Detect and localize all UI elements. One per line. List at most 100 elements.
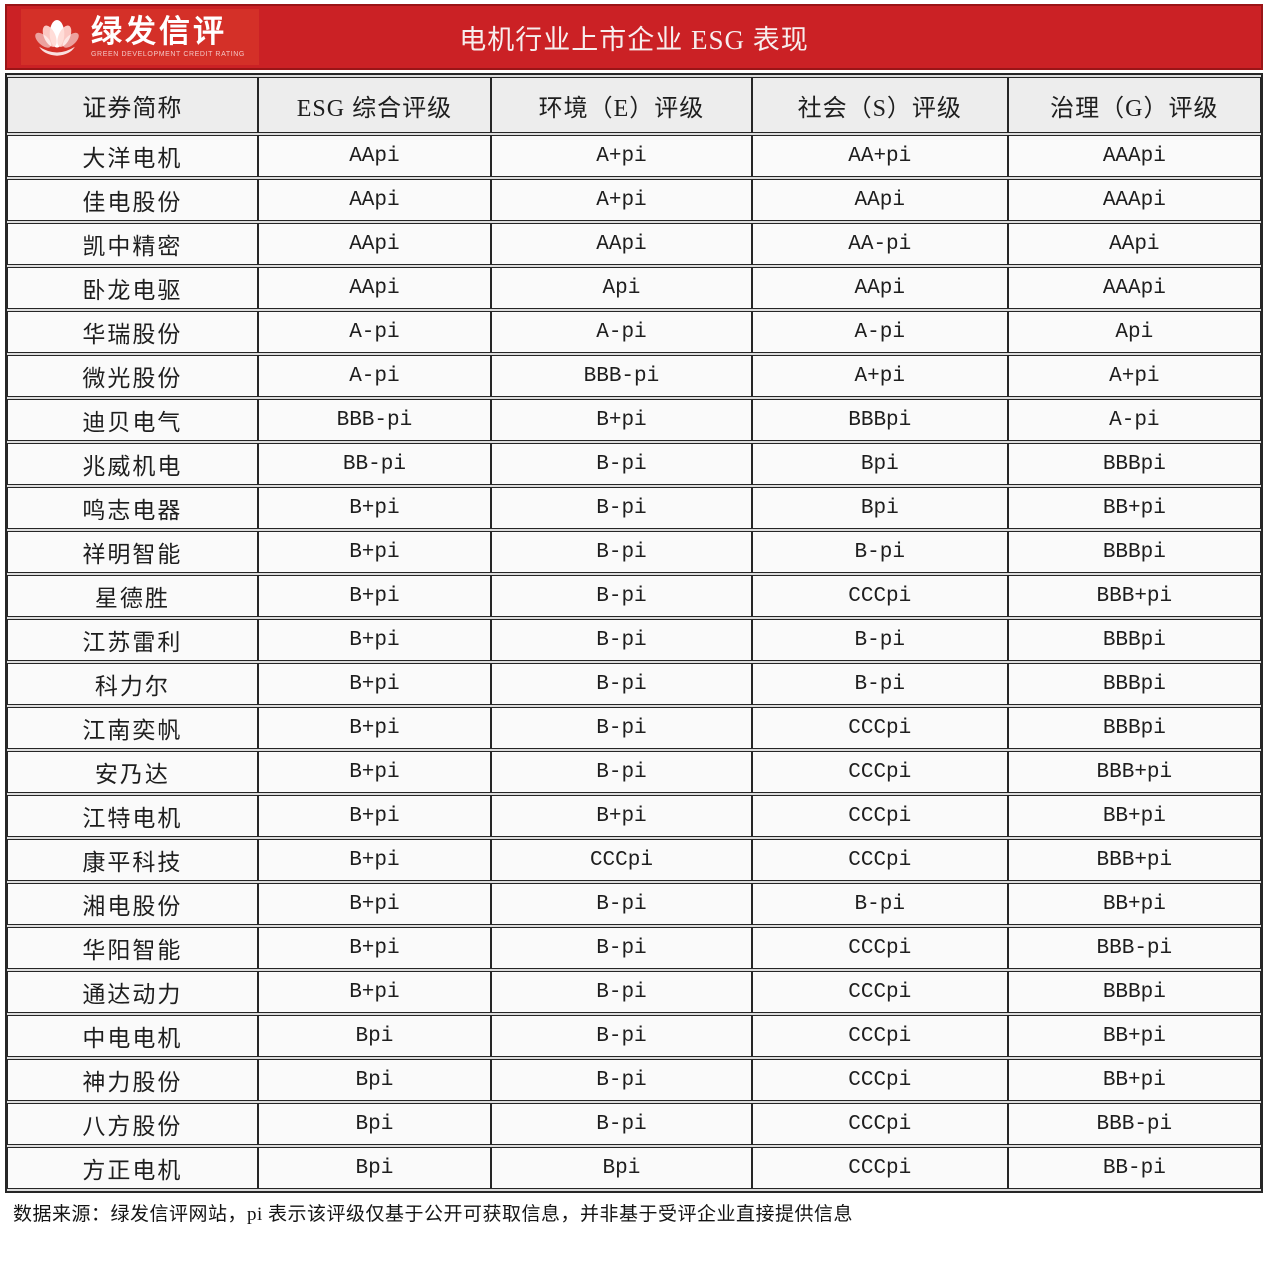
rating-cell: BB+pi (1007, 883, 1261, 925)
company-name-cell: 鸣志电器 (7, 487, 258, 529)
rating-cell: B+pi (257, 795, 492, 837)
rating-cell: Bpi (751, 487, 1008, 529)
rating-cell: AApi (491, 223, 752, 265)
rating-cell: CCCpi (751, 927, 1008, 969)
table-row: 迪贝电气 BBB-pi B+pi BBBpi A-pi (7, 399, 1261, 441)
rating-cell: AA+pi (751, 135, 1008, 177)
rating-cell: AApi (257, 179, 492, 221)
rating-cell: B+pi (257, 531, 492, 573)
company-name-cell: 科力尔 (7, 663, 258, 705)
rating-cell: CCCpi (491, 839, 752, 881)
rating-cell: B+pi (257, 575, 492, 617)
rating-cell: AApi (257, 135, 492, 177)
table-row: 通达动力 B+pi B-pi CCCpi BBBpi (7, 971, 1261, 1013)
rating-cell: B-pi (751, 531, 1008, 573)
rating-cell: B+pi (257, 663, 492, 705)
col-header-esg: ESG 综合评级 (257, 77, 492, 133)
table-row: 星德胜 B+pi B-pi CCCpi BBB+pi (7, 575, 1261, 617)
rating-cell: AAApi (1007, 179, 1261, 221)
rating-cell: BBBpi (1007, 971, 1261, 1013)
company-name-cell: 微光股份 (7, 355, 258, 397)
rating-cell: B+pi (257, 707, 492, 749)
rating-cell: B-pi (491, 751, 752, 793)
company-name-cell: 华阳智能 (7, 927, 258, 969)
rating-cell: B+pi (257, 487, 492, 529)
rating-cell: B-pi (491, 883, 752, 925)
rating-cell: BBB+pi (1007, 751, 1261, 793)
company-name-cell: 湘电股份 (7, 883, 258, 925)
company-name-cell: 江苏雷利 (7, 619, 258, 661)
table-body: 大洋电机 AApi A+pi AA+pi AAApi 佳电股份 AApi A+pi AApi AA… (7, 135, 1261, 1189)
rating-cell: BB+pi (1007, 487, 1261, 529)
table-row: 鸣志电器 B+pi B-pi Bpi BB+pi (7, 487, 1261, 529)
company-name-cell: 康平科技 (7, 839, 258, 881)
rating-cell: BB-pi (257, 443, 492, 485)
rating-cell: A-pi (257, 311, 492, 353)
rating-cell: B-pi (491, 663, 752, 705)
rating-cell: Api (491, 267, 752, 309)
rating-cell: AAApi (1007, 135, 1261, 177)
rating-cell: B-pi (751, 883, 1008, 925)
rating-cell: CCCpi (751, 751, 1008, 793)
rating-cell: CCCpi (751, 1103, 1008, 1145)
company-name-cell: 佳电股份 (7, 179, 258, 221)
table-row: 大洋电机 AApi A+pi AA+pi AAApi (7, 135, 1261, 177)
company-name-cell: 华瑞股份 (7, 311, 258, 353)
table-row: 方正电机 Bpi Bpi CCCpi BB-pi (7, 1147, 1261, 1189)
col-header-social: 社会（S）评级 (751, 77, 1008, 133)
rating-cell: B-pi (491, 1015, 752, 1057)
rating-cell: BBB+pi (1007, 839, 1261, 881)
rating-cell: Api (1007, 311, 1261, 353)
rating-cell: BB-pi (1007, 1147, 1261, 1189)
company-name-cell: 方正电机 (7, 1147, 258, 1189)
rating-cell: A+pi (1007, 355, 1261, 397)
rating-cell: CCCpi (751, 971, 1008, 1013)
table-row: 江苏雷利 B+pi B-pi B-pi BBBpi (7, 619, 1261, 661)
rating-cell: B-pi (491, 443, 752, 485)
col-header-governance: 治理（G）评级 (1007, 77, 1261, 133)
rating-cell: Bpi (257, 1059, 492, 1101)
table-row: 中电电机 Bpi B-pi CCCpi BB+pi (7, 1015, 1261, 1057)
brand-logo: 绿发信评 GREEN DEVELOPMENT CREDIT RATING (21, 9, 259, 65)
rating-cell: Bpi (751, 443, 1008, 485)
rating-cell: AApi (1007, 223, 1261, 265)
rating-cell: A+pi (491, 179, 752, 221)
company-name-cell: 凯中精密 (7, 223, 258, 265)
rating-cell: B-pi (491, 971, 752, 1013)
rating-cell: B-pi (751, 619, 1008, 661)
rating-cell: B+pi (257, 619, 492, 661)
company-name-cell: 安乃达 (7, 751, 258, 793)
table-row: 佳电股份 AApi A+pi AApi AAApi (7, 179, 1261, 221)
rating-cell: BBBpi (1007, 443, 1261, 485)
page-title: 电机行业上市企业 ESG 表现 (459, 24, 809, 55)
company-name-cell: 江南奕帆 (7, 707, 258, 749)
table-row: 湘电股份 B+pi B-pi B-pi BB+pi (7, 883, 1261, 925)
company-name-cell: 通达动力 (7, 971, 258, 1013)
table-row: 科力尔 B+pi B-pi B-pi BBBpi (7, 663, 1261, 705)
rating-cell: BBB+pi (1007, 575, 1261, 617)
rating-cell: B-pi (491, 707, 752, 749)
table-row: 康平科技 B+pi CCCpi CCCpi BBB+pi (7, 839, 1261, 881)
table-row: 凯中精密 AApi AApi AA-pi AApi (7, 223, 1261, 265)
company-name-cell: 大洋电机 (7, 135, 258, 177)
rating-cell: Bpi (257, 1015, 492, 1057)
col-header-environment: 环境（E）评级 (491, 77, 752, 133)
rating-cell: A-pi (491, 311, 752, 353)
table-row: 兆威机电 BB-pi B-pi Bpi BBBpi (7, 443, 1261, 485)
rating-cell: BBB-pi (1007, 1103, 1261, 1145)
table-row: 安乃达 B+pi B-pi CCCpi BBB+pi (7, 751, 1261, 793)
table-row: 江特电机 B+pi B+pi CCCpi BB+pi (7, 795, 1261, 837)
rating-cell: CCCpi (751, 1015, 1008, 1057)
rating-cell: B-pi (751, 663, 1008, 705)
table-row: 江南奕帆 B+pi B-pi CCCpi BBBpi (7, 707, 1261, 749)
rating-cell: CCCpi (751, 575, 1008, 617)
rating-cell: BB+pi (1007, 1059, 1261, 1101)
lotus-icon (35, 19, 79, 56)
rating-cell: A-pi (1007, 399, 1261, 441)
rating-cell: B+pi (257, 927, 492, 969)
company-name-cell: 兆威机电 (7, 443, 258, 485)
rating-cell: A+pi (491, 135, 752, 177)
rating-cell: BBB-pi (491, 355, 752, 397)
rating-cell: B-pi (491, 619, 752, 661)
title-band: 绿发信评 GREEN DEVELOPMENT CREDIT RATING 电机行… (5, 4, 1263, 70)
